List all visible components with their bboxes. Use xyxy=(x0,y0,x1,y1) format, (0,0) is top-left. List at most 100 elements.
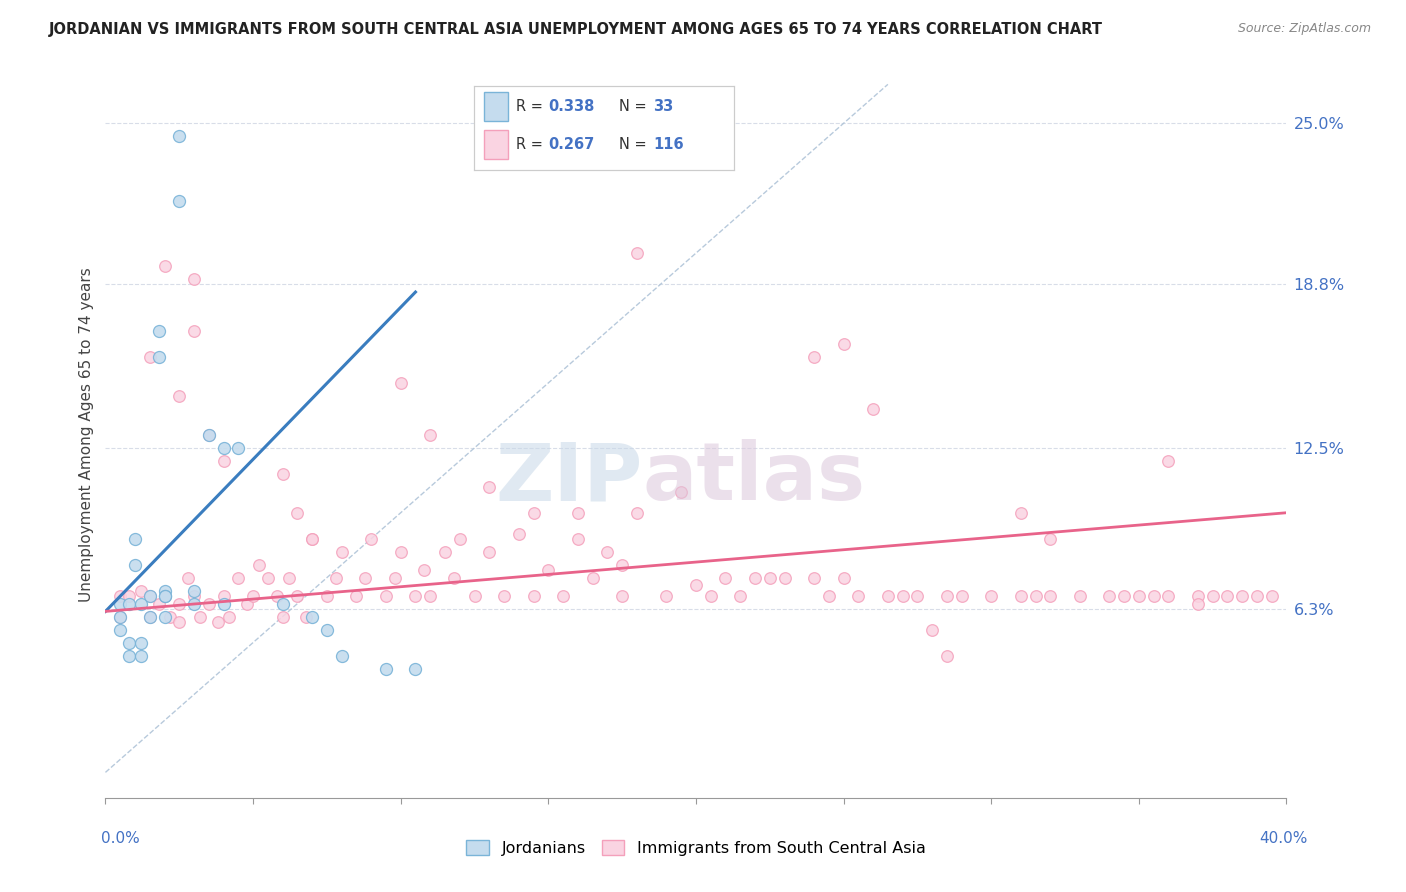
Point xyxy=(138,589,162,603)
Text: atlas: atlas xyxy=(643,440,866,517)
Point xyxy=(1098,589,1121,603)
Text: 40.0%: 40.0% xyxy=(1260,831,1308,846)
Point xyxy=(183,324,205,338)
Point xyxy=(832,337,855,351)
Point xyxy=(138,609,162,624)
Point xyxy=(110,597,132,611)
Point xyxy=(287,589,309,603)
Point xyxy=(610,589,633,603)
Point xyxy=(582,571,605,585)
Point xyxy=(626,506,648,520)
Text: Source: ZipAtlas.com: Source: ZipAtlas.com xyxy=(1237,22,1371,36)
Point xyxy=(153,589,176,603)
Point xyxy=(523,589,546,603)
Point xyxy=(449,532,471,546)
Point xyxy=(877,589,900,603)
Point xyxy=(325,571,347,585)
Point xyxy=(1114,589,1136,603)
Point xyxy=(110,589,132,603)
Point xyxy=(492,589,515,603)
Point xyxy=(360,532,382,546)
Point xyxy=(936,589,959,603)
Point xyxy=(891,589,914,603)
Point xyxy=(228,571,250,585)
Point xyxy=(907,589,929,603)
Point xyxy=(567,532,589,546)
Point xyxy=(148,324,170,338)
Point xyxy=(803,571,825,585)
Point xyxy=(1039,589,1062,603)
Point xyxy=(596,544,619,558)
Point xyxy=(921,623,943,637)
Point xyxy=(714,571,737,585)
Point xyxy=(124,558,146,572)
Point xyxy=(610,558,633,572)
Point xyxy=(315,623,337,637)
Point xyxy=(685,578,707,592)
Point xyxy=(551,589,574,603)
Point xyxy=(301,532,323,546)
Point xyxy=(1143,589,1166,603)
Point xyxy=(980,589,1002,603)
Point xyxy=(277,571,299,585)
Point xyxy=(1201,589,1223,603)
Point xyxy=(169,615,191,629)
Point xyxy=(169,194,191,209)
Point xyxy=(301,609,323,624)
Point xyxy=(1246,589,1268,603)
Point xyxy=(832,571,855,585)
Point xyxy=(153,589,176,603)
Point xyxy=(1069,589,1091,603)
Point xyxy=(354,571,377,585)
Point xyxy=(228,441,250,455)
Point xyxy=(183,272,205,286)
Point xyxy=(188,609,211,624)
Point xyxy=(129,597,152,611)
Point xyxy=(118,648,141,663)
Point xyxy=(148,350,170,364)
Text: 0.0%: 0.0% xyxy=(101,831,141,846)
Text: JORDANIAN VS IMMIGRANTS FROM SOUTH CENTRAL ASIA UNEMPLOYMENT AMONG AGES 65 TO 74: JORDANIAN VS IMMIGRANTS FROM SOUTH CENTR… xyxy=(49,22,1104,37)
Point xyxy=(257,571,280,585)
Point xyxy=(247,558,270,572)
Point xyxy=(1187,589,1209,603)
Point xyxy=(1024,589,1046,603)
Point xyxy=(671,485,693,500)
Point xyxy=(110,609,132,624)
Point xyxy=(1157,454,1180,468)
Point xyxy=(389,544,412,558)
Point xyxy=(153,583,176,598)
Point xyxy=(153,259,176,273)
Point xyxy=(330,544,353,558)
Point xyxy=(936,648,959,663)
Point xyxy=(330,648,353,663)
Point xyxy=(478,480,501,494)
Y-axis label: Unemployment Among Ages 65 to 74 years: Unemployment Among Ages 65 to 74 years xyxy=(79,268,94,602)
Point xyxy=(153,609,176,624)
Point xyxy=(169,389,191,403)
Point xyxy=(207,615,229,629)
Point xyxy=(346,589,368,603)
Point xyxy=(1010,589,1032,603)
Point xyxy=(389,376,412,390)
Point xyxy=(1187,597,1209,611)
Point xyxy=(197,428,219,442)
Point xyxy=(773,571,796,585)
Point xyxy=(803,350,825,364)
Point xyxy=(129,635,152,649)
Point xyxy=(271,609,294,624)
Point xyxy=(567,506,589,520)
Point xyxy=(212,454,235,468)
Point xyxy=(159,609,181,624)
Point xyxy=(1157,589,1180,603)
Legend: Jordanians, Immigrants from South Central Asia: Jordanians, Immigrants from South Centra… xyxy=(467,839,925,855)
Point xyxy=(169,129,191,144)
Point xyxy=(183,589,205,603)
Point xyxy=(266,589,288,603)
Point xyxy=(169,597,191,611)
Point xyxy=(197,597,219,611)
Point xyxy=(271,597,294,611)
Point xyxy=(744,571,766,585)
Point xyxy=(138,350,162,364)
Point xyxy=(236,597,259,611)
